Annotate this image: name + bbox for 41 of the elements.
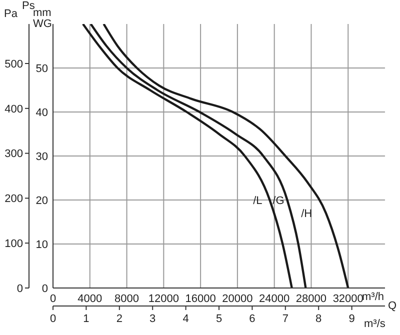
x-tick-label: 24000 — [259, 292, 290, 305]
x2-tick-label: 4 — [182, 313, 189, 325]
x-tick-label: 20000 — [222, 292, 253, 305]
x2-tick-label: 6 — [249, 313, 256, 325]
y2-tick-label: 200 — [4, 193, 23, 206]
y2-tick-label: 400 — [4, 103, 23, 116]
y-tick-label: 30 — [36, 150, 48, 163]
x2-tick-label: 2 — [116, 313, 122, 325]
x-tick-label: 12000 — [148, 292, 179, 305]
series-label: /H — [301, 208, 312, 220]
y2-tick-label: 300 — [4, 148, 23, 160]
x2-tick-label: 0 — [50, 313, 56, 325]
x-tick-label: 8000 — [114, 292, 140, 305]
x-tick-label: 4000 — [78, 292, 102, 305]
line-series — [102, 24, 350, 288]
y-tick-label: 10 — [36, 238, 48, 251]
series-label: /G — [272, 195, 284, 207]
text: Ps — [22, 0, 35, 12]
x-axis-title: m³/h — [362, 291, 384, 303]
text: Q — [388, 300, 397, 312]
y-tick-label: 20 — [36, 194, 48, 207]
y2-axis-title: Pa — [4, 8, 18, 20]
y-tick-label: 40 — [36, 106, 48, 119]
x-tick-label: 16000 — [185, 292, 216, 305]
x2-tick-label: 7 — [282, 313, 288, 325]
x2-tick-label: 5 — [216, 313, 222, 325]
x-tick-label: 0 — [50, 292, 56, 305]
y2-tick-label: 0 — [16, 282, 23, 295]
x2-axis-title: m³/s — [364, 318, 386, 330]
x2-tick-label: 3 — [150, 313, 156, 325]
y2-tick-label: 100 — [4, 238, 23, 250]
x-tick-label: 32000 — [332, 292, 364, 305]
x2-tick-label: 1 — [83, 313, 90, 325]
series-label: /L — [253, 195, 262, 207]
x2-tick-label: 9 — [348, 313, 355, 325]
y2-tick-label: 500 — [4, 58, 23, 70]
x-tick-label: 28000 — [296, 292, 327, 305]
x2-tick-label: 8 — [316, 313, 322, 325]
y-axis-title: mm WG — [33, 7, 53, 30]
y-tick-label: 50 — [36, 62, 48, 75]
y-tick-label: 0 — [42, 282, 48, 295]
